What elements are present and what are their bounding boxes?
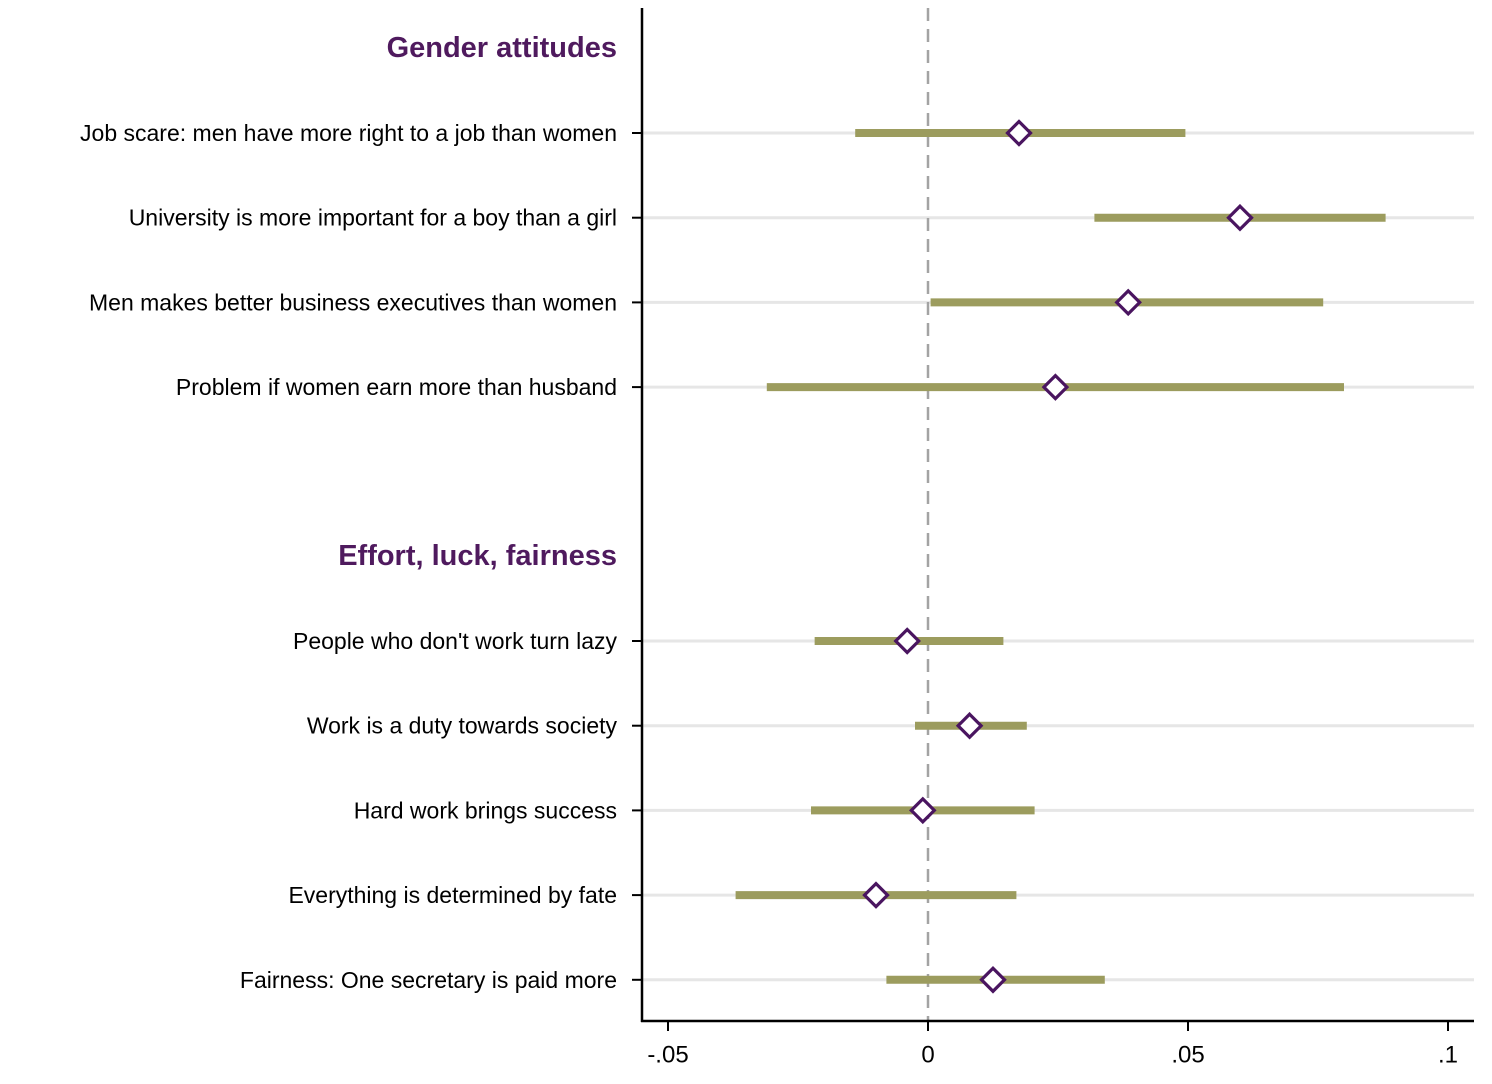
x-tick-label: .1 <box>1438 1042 1458 1069</box>
row-label: Work is a duty towards society <box>307 713 618 739</box>
point-estimate-marker <box>862 881 890 909</box>
x-tick-label: -.05 <box>647 1042 688 1069</box>
point-estimate-marker <box>979 966 1007 994</box>
point-estimate-marker <box>1114 288 1142 317</box>
axes <box>632 8 1474 1023</box>
point-estimates <box>862 119 1254 994</box>
point-estimate-marker <box>1226 203 1254 232</box>
group-headings: Gender attitudes Effort, luck, fairness <box>338 32 617 572</box>
row-label: University is more important for a boy t… <box>129 205 617 231</box>
group-heading: Gender attitudes <box>387 32 617 64</box>
row-label: Problem if women earn more than husband <box>176 374 617 400</box>
row-label: Job scare: men have more right to a job … <box>80 120 617 146</box>
x-tick-label: .05 <box>1171 1042 1204 1069</box>
x-axis-ticks: -.05 0 .05 .1 <box>647 1021 1458 1069</box>
point-estimate-marker <box>955 711 984 740</box>
row-label: Everything is determined by fate <box>288 882 617 908</box>
confidence-intervals <box>735 129 1386 984</box>
x-tick-label: 0 <box>921 1042 934 1069</box>
point-estimate-marker <box>1041 373 1070 401</box>
row-labels: Job scare: men have more right to a job … <box>80 120 617 993</box>
row-label: Hard work brings success <box>354 797 617 823</box>
group-heading: Effort, luck, fairness <box>338 540 617 572</box>
row-label: Fairness: One secretary is paid more <box>240 967 617 993</box>
point-estimate-marker <box>893 627 921 655</box>
row-label: Men makes better business executives tha… <box>89 289 617 315</box>
row-label: People who don't work turn lazy <box>293 628 618 654</box>
point-estimate-marker <box>1005 119 1033 147</box>
row-gridlines <box>642 131 1474 982</box>
point-estimate-marker <box>909 796 937 825</box>
